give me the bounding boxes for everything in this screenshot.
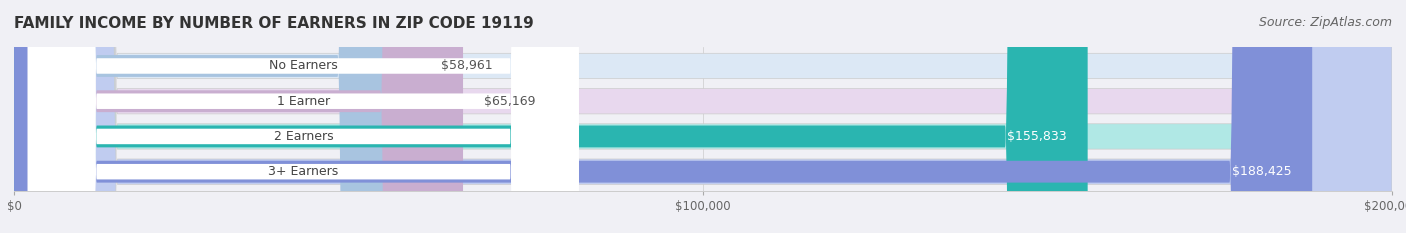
FancyBboxPatch shape	[14, 0, 1312, 233]
Text: No Earners: No Earners	[269, 59, 337, 72]
Text: $58,961: $58,961	[441, 59, 492, 72]
FancyBboxPatch shape	[28, 0, 579, 233]
Text: $188,425: $188,425	[1232, 165, 1292, 178]
Text: $155,833: $155,833	[1007, 130, 1067, 143]
Text: 1 Earner: 1 Earner	[277, 95, 330, 108]
FancyBboxPatch shape	[14, 0, 1088, 233]
FancyBboxPatch shape	[14, 0, 463, 233]
FancyBboxPatch shape	[14, 0, 1392, 233]
FancyBboxPatch shape	[28, 0, 579, 233]
FancyBboxPatch shape	[14, 0, 1392, 233]
Text: Source: ZipAtlas.com: Source: ZipAtlas.com	[1258, 16, 1392, 29]
FancyBboxPatch shape	[14, 0, 420, 233]
Text: $65,169: $65,169	[484, 95, 536, 108]
Text: 3+ Earners: 3+ Earners	[269, 165, 339, 178]
FancyBboxPatch shape	[28, 0, 579, 233]
FancyBboxPatch shape	[14, 0, 1392, 233]
Text: FAMILY INCOME BY NUMBER OF EARNERS IN ZIP CODE 19119: FAMILY INCOME BY NUMBER OF EARNERS IN ZI…	[14, 16, 534, 31]
FancyBboxPatch shape	[14, 0, 1392, 233]
FancyBboxPatch shape	[28, 0, 579, 233]
Text: 2 Earners: 2 Earners	[274, 130, 333, 143]
